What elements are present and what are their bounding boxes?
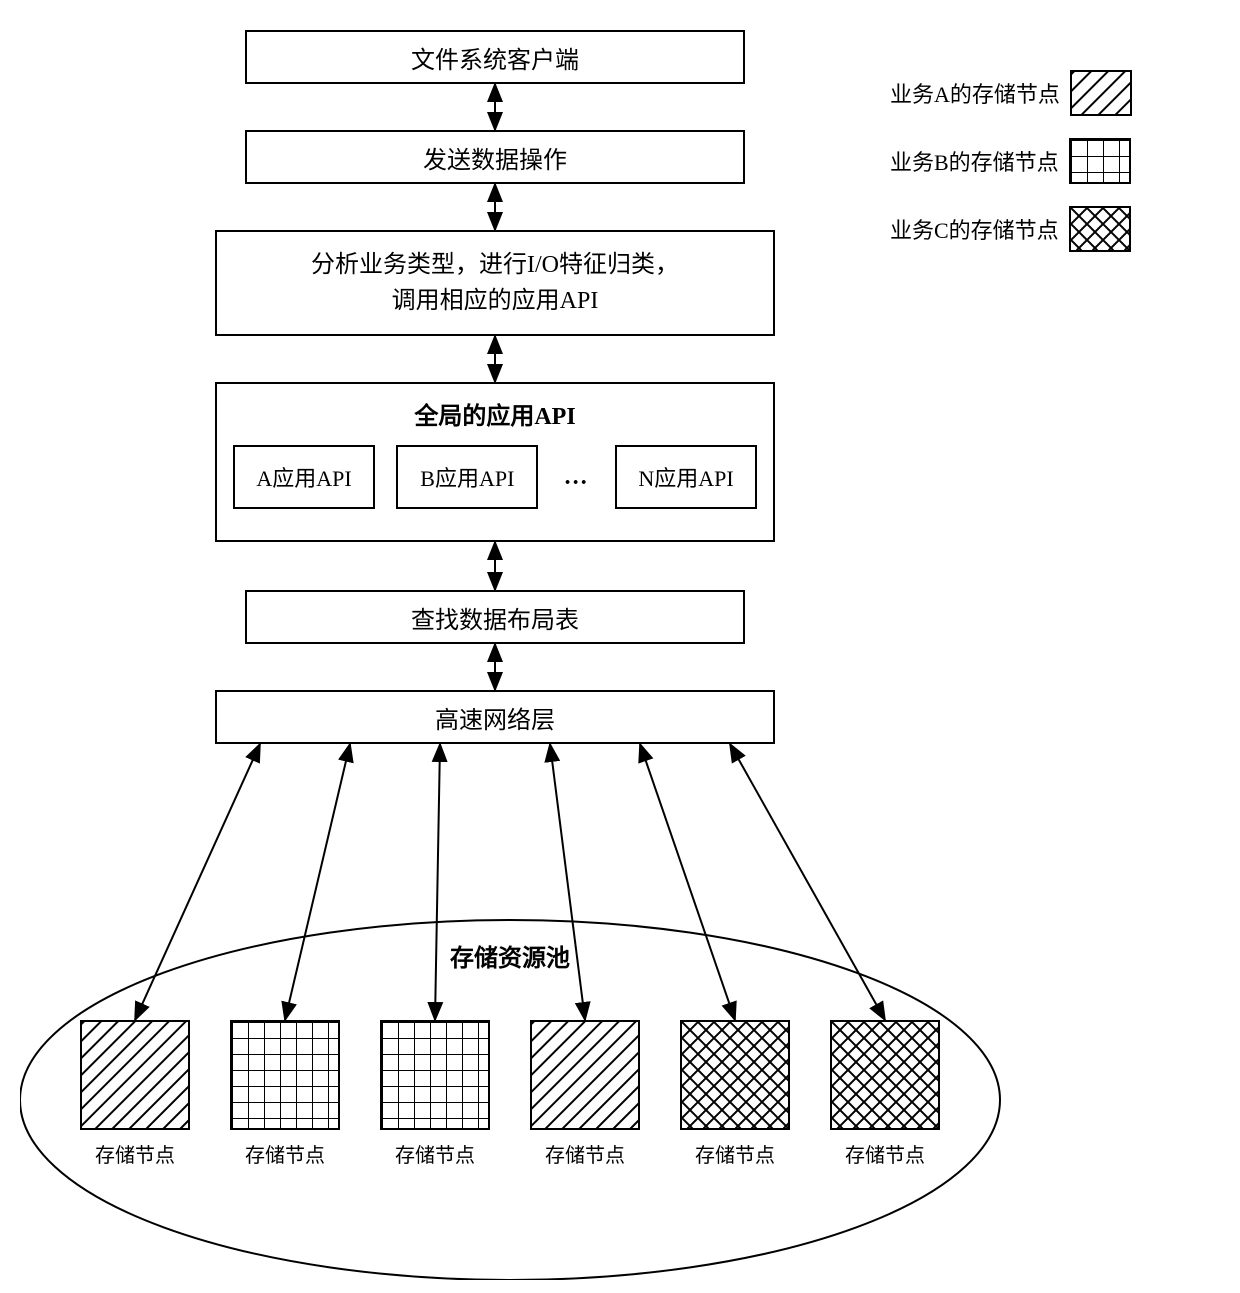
storage-node: 存储节点 [230,1020,340,1168]
box-filesystem-client: 文件系统客户端 [245,30,745,84]
box-label: 文件系统客户端 [411,40,579,75]
legend-label: 业务C的存储节点 [890,213,1059,245]
fanout-arrows [135,744,885,1020]
storage-node-label: 存储节点 [230,1139,340,1168]
storage-node-icon [530,1020,640,1130]
box-label: 发送数据操作 [423,140,567,175]
api-sub-n: N应用API [615,445,757,509]
legend-swatch-c [1069,206,1131,252]
api-sub-b: B应用API [396,445,538,509]
storage-node-label: 存储节点 [380,1139,490,1168]
storage-node: 存储节点 [80,1020,190,1168]
pool-title: 存储资源池 [450,938,570,973]
legend-swatch-b [1069,138,1131,184]
box-highspeed-network: 高速网络层 [215,690,775,744]
storage-node-icon [380,1020,490,1130]
storage-node: 存储节点 [680,1020,790,1168]
api-title: 全局的应用API [233,396,757,431]
storage-node-label: 存储节点 [80,1139,190,1168]
box-label: 查找数据布局表 [411,600,579,635]
legend-row-c: 业务C的存储节点 [890,206,1132,252]
api-row: A应用API B应用API … N应用API [233,445,757,509]
box-lookup-layout: 查找数据布局表 [245,590,745,644]
storage-node-icon [680,1020,790,1130]
box-send-data-op: 发送数据操作 [245,130,745,184]
box-label: 高速网络层 [435,700,555,735]
storage-node-icon [230,1020,340,1130]
legend-label: 业务A的存储节点 [890,77,1060,109]
api-sub-a: A应用API [233,445,375,509]
box-label: 分析业务类型，进行I/O特征归类， 调用相应的应用API [311,247,679,319]
legend-swatch-a [1070,70,1132,116]
storage-node: 存储节点 [380,1020,490,1168]
legend-row-b: 业务B的存储节点 [890,138,1132,184]
legend: 业务A的存储节点 业务B的存储节点 业务C的存储节点 [890,70,1132,274]
storage-node: 存储节点 [530,1020,640,1168]
legend-label: 业务B的存储节点 [890,145,1059,177]
storage-node-label: 存储节点 [830,1139,940,1168]
box-analyze-type: 分析业务类型，进行I/O特征归类， 调用相应的应用API [215,230,775,336]
api-dots: … [560,464,594,491]
storage-node-icon [80,1020,190,1130]
legend-row-a: 业务A的存储节点 [890,70,1132,116]
box-global-api: 全局的应用API A应用API B应用API … N应用API [215,382,775,542]
storage-node-label: 存储节点 [680,1139,790,1168]
diagram-root: 文件系统客户端 发送数据操作 分析业务类型，进行I/O特征归类， 调用相应的应用… [20,20,1220,1273]
storage-node-label: 存储节点 [530,1139,640,1168]
storage-node: 存储节点 [830,1020,940,1168]
storage-node-icon [830,1020,940,1130]
